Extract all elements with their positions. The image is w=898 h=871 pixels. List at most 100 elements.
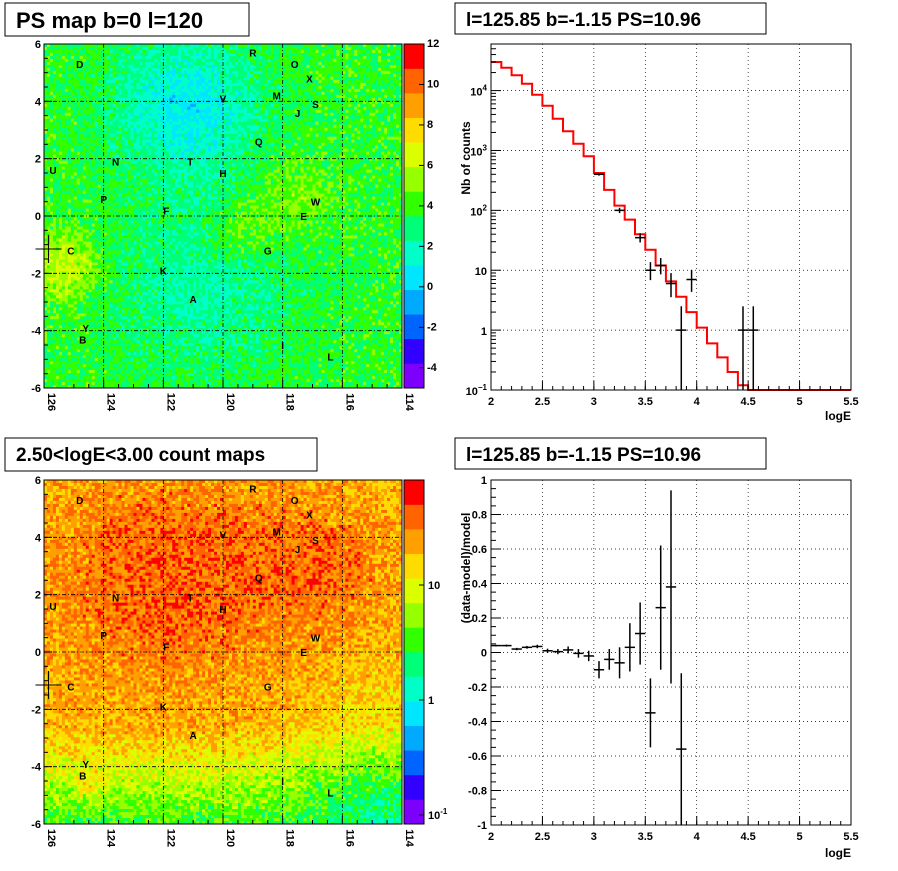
ps-map-pixel bbox=[76, 292, 81, 296]
ps-map-pixel bbox=[151, 220, 155, 224]
ps-map-pixel bbox=[118, 253, 123, 257]
ps-map-pixel bbox=[44, 181, 48, 186]
ps-map-pixel bbox=[103, 349, 108, 353]
ps-map-pixel bbox=[52, 229, 57, 233]
ps-map-pixel bbox=[172, 64, 176, 69]
ps-map-pixel bbox=[139, 73, 143, 78]
ps-map-pixel bbox=[151, 349, 155, 353]
ps-map-pixel bbox=[130, 178, 134, 183]
ps-map-pixel bbox=[46, 82, 51, 87]
ps-map-pixel bbox=[70, 247, 75, 251]
ps-map-pixel bbox=[79, 289, 84, 293]
ps-map-pixel bbox=[115, 226, 120, 230]
ps-map-pixel bbox=[67, 295, 72, 299]
ps-map-pixel bbox=[94, 283, 99, 287]
ps-map-pixel bbox=[160, 277, 164, 281]
ps-map-pixel bbox=[166, 271, 170, 275]
ps-map-pixel bbox=[145, 304, 149, 308]
ps-map-pixel bbox=[91, 226, 96, 230]
ps-map-pixel bbox=[118, 277, 123, 281]
ps-map-pixel bbox=[64, 307, 69, 311]
ps-map-pixel bbox=[136, 148, 140, 153]
ps-map-pixel bbox=[136, 292, 140, 296]
ps-map-pixel bbox=[52, 145, 57, 150]
ps-map-pixel bbox=[94, 385, 99, 388]
ps-map-pixel bbox=[112, 235, 117, 239]
ps-map-pixel bbox=[166, 316, 170, 320]
ps-map-pixel bbox=[94, 337, 99, 341]
ps-map-pixel bbox=[70, 181, 75, 186]
ps-map-pixel bbox=[100, 382, 105, 386]
ps-map-pixel bbox=[46, 145, 51, 150]
ps-map-pixel bbox=[79, 370, 84, 374]
ps-map-pixel bbox=[151, 340, 155, 344]
ps-map-pixel bbox=[118, 337, 123, 341]
ps-map-pixel bbox=[97, 256, 102, 260]
ps-map-pixel bbox=[103, 331, 108, 335]
ps-map-pixel bbox=[154, 199, 158, 204]
ps-map-pixel bbox=[46, 373, 51, 377]
ps-map-pixel bbox=[46, 274, 51, 278]
ps-map-pixel bbox=[91, 319, 96, 323]
ps-map-pixel bbox=[157, 235, 161, 239]
ps-map-pixel bbox=[100, 268, 105, 272]
ps-map-pixel bbox=[64, 61, 69, 66]
ps-map-pixel bbox=[148, 97, 152, 102]
ps-map-pixel bbox=[124, 280, 129, 284]
ps-map-pixel bbox=[82, 112, 87, 117]
ps-map-pixel bbox=[88, 343, 93, 347]
ps-map-pixel bbox=[94, 175, 99, 180]
ps-map-pixel bbox=[130, 106, 134, 111]
ps-map-pixel bbox=[142, 205, 146, 210]
ps-map-pixel bbox=[142, 190, 146, 195]
ps-map-pixel bbox=[163, 352, 167, 356]
ps-map-pixel bbox=[118, 271, 123, 275]
ps-map-pixel bbox=[67, 232, 72, 236]
ps-map-pixel bbox=[64, 148, 69, 153]
ps-map-pixel bbox=[106, 253, 111, 257]
ps-map-pixel bbox=[166, 223, 170, 227]
ps-map-pixel bbox=[55, 199, 60, 204]
ps-map-pixel bbox=[115, 178, 120, 183]
ps-map-pixel bbox=[148, 127, 152, 132]
ps-map-pixel bbox=[163, 271, 167, 275]
ps-map-pixel bbox=[115, 259, 120, 263]
ps-map-pixel bbox=[124, 277, 129, 281]
ps-map-pixel bbox=[88, 142, 93, 147]
ps-map-pixel bbox=[44, 52, 48, 57]
ps-map-pixel bbox=[106, 49, 111, 54]
ps-map-pixel bbox=[61, 58, 66, 63]
ps-map-pixel bbox=[157, 109, 161, 114]
ps-map-pixel bbox=[112, 217, 117, 221]
ps-map-pixel bbox=[88, 166, 93, 171]
ps-map-pixel bbox=[88, 202, 93, 207]
ps-map-pixel bbox=[121, 313, 126, 317]
ps-map-pixel bbox=[136, 82, 140, 87]
ps-map-pixel bbox=[58, 256, 63, 260]
ps-map-pixel bbox=[76, 316, 81, 320]
ps-map-pixel bbox=[136, 253, 140, 257]
ps-map-pixel bbox=[61, 211, 66, 215]
ps-map-pixel bbox=[118, 232, 123, 236]
ps-map-pixel bbox=[79, 343, 84, 347]
ps-map-pixel bbox=[142, 142, 146, 147]
ps-map-pixel bbox=[166, 352, 170, 356]
ps-map-pixel bbox=[79, 145, 84, 150]
ps-map-pixel bbox=[97, 346, 102, 350]
ps-map-pixel bbox=[118, 202, 123, 207]
ps-map-pixel bbox=[130, 349, 134, 353]
ps-map-pixel bbox=[73, 193, 78, 198]
ps-map-pixel bbox=[58, 136, 63, 141]
ps-map-pixel bbox=[44, 151, 48, 156]
ps-map-pixel bbox=[169, 283, 173, 287]
ps-map-pixel bbox=[91, 256, 96, 260]
ps-map-pixel bbox=[157, 199, 161, 204]
ps-map-pixel bbox=[145, 235, 149, 239]
ps-map-pixel bbox=[94, 223, 99, 227]
ps-map-pixel bbox=[73, 313, 78, 317]
ps-map-pixel bbox=[127, 49, 132, 54]
ps-map-pixel bbox=[157, 343, 161, 347]
ps-map-pixel bbox=[49, 133, 54, 138]
ps-map-pixel bbox=[55, 268, 60, 272]
ps-map-pixel bbox=[151, 346, 155, 350]
